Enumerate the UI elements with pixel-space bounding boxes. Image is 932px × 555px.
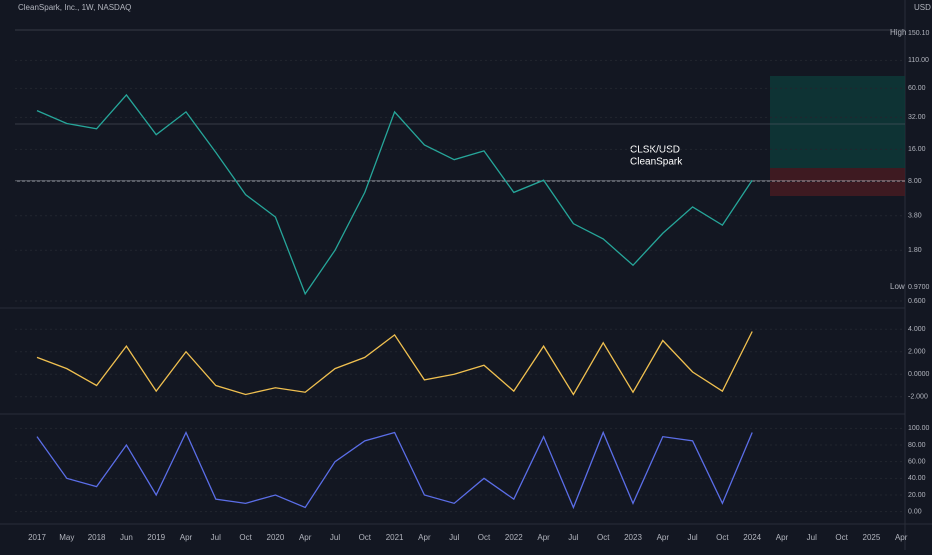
x-tick-label: Apr [418, 533, 431, 542]
x-tick-label: Jul [568, 533, 578, 542]
x-tick-label: 2019 [147, 533, 165, 542]
stop-zone [770, 168, 905, 196]
chart-title: CleanSpark, Inc., 1W, NASDAQ [18, 3, 131, 12]
x-tick-label: Oct [359, 533, 372, 542]
y-tick-label: 0.600 [908, 298, 926, 305]
y-tick-label: 16.00 [908, 146, 926, 153]
x-tick-label: 2021 [386, 533, 404, 542]
x-tick-label: 2022 [505, 533, 523, 542]
y-tick-label: 20.00 [908, 492, 926, 499]
series-line [36, 331, 753, 396]
x-tick-label: Apr [180, 533, 193, 542]
low-value: 0.9700 [908, 284, 930, 291]
x-tick-label: Apr [776, 533, 789, 542]
annotation: CLSK/USD [630, 145, 680, 156]
high-value: 150.10 [908, 30, 930, 37]
x-tick-label: Jul [449, 533, 459, 542]
x-tick-label: Jul [807, 533, 817, 542]
y-tick-label: 8.00 [908, 178, 922, 185]
x-tick-label: 2020 [267, 533, 285, 542]
y-tick-label: 110.00 [908, 57, 929, 64]
y-tick-label: 1.80 [908, 247, 922, 254]
x-tick-label: Jul [687, 533, 697, 542]
x-tick-label: Apr [537, 533, 550, 542]
x-tick-label: 2025 [863, 533, 881, 542]
y-tick-label: 80.00 [908, 442, 926, 449]
series-line [36, 430, 753, 510]
x-tick-label: Oct [478, 533, 491, 542]
x-tick-label: Jul [211, 533, 221, 542]
x-tick-label: Oct [597, 533, 610, 542]
y-tick-label: 0.00 [908, 509, 922, 516]
target-zone [770, 76, 905, 168]
series-line [36, 93, 753, 296]
x-tick-label: Apr [895, 533, 908, 542]
annotation: CleanSpark [630, 157, 683, 168]
x-tick-label: Oct [835, 533, 848, 542]
x-tick-label: May [59, 533, 74, 542]
y-tick-label: 40.00 [908, 475, 926, 482]
y-tick-label: 32.00 [908, 114, 926, 121]
y-tick-label: 4.000 [908, 326, 926, 333]
y-tick-label: -2.000 [908, 394, 928, 401]
x-tick-label: Apr [657, 533, 670, 542]
currency: USD [914, 3, 931, 12]
y-tick-label: 3.80 [908, 213, 922, 220]
y-tick-label: 2.000 [908, 349, 926, 356]
y-tick-label: 100.00 [908, 425, 930, 432]
x-tick-label: 2018 [88, 533, 106, 542]
x-tick-label: Oct [716, 533, 729, 542]
x-tick-label: Jul [330, 533, 340, 542]
low-label: Low [890, 282, 905, 291]
y-tick-label: 60.00 [908, 459, 926, 466]
x-tick-label: 2024 [743, 533, 761, 542]
x-tick-label: Apr [299, 533, 312, 542]
y-tick-label: 60.00 [908, 85, 926, 92]
high-label: High [890, 28, 906, 37]
x-tick-label: Jun [120, 533, 133, 542]
x-tick-label: 2023 [624, 533, 642, 542]
x-tick-label: Oct [239, 533, 252, 542]
x-tick-label: 2017 [28, 533, 46, 542]
y-tick-label: 0.0000 [908, 371, 930, 378]
